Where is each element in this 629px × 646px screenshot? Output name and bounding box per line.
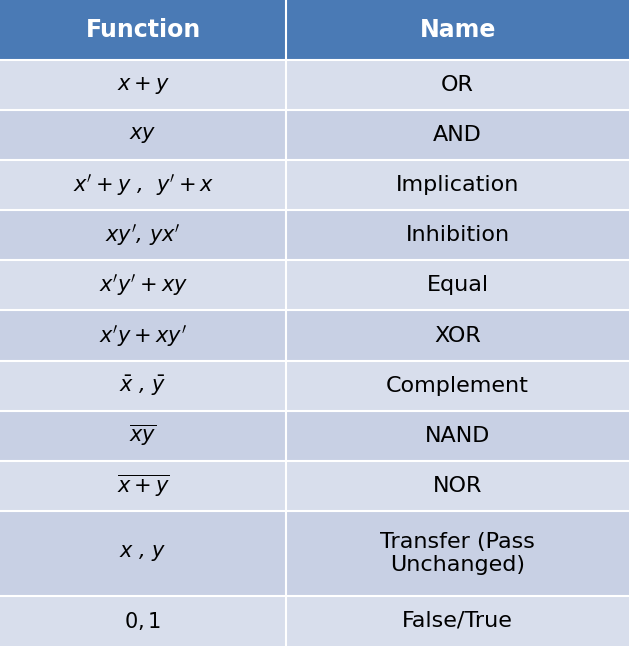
Bar [0, 360, 286, 411]
Bar [0, 311, 286, 360]
Text: Transfer (Pass
Unchanged): Transfer (Pass Unchanged) [380, 532, 535, 575]
Text: $xy'$, $yx'$: $xy'$, $yx'$ [105, 222, 181, 248]
Text: Inhibition: Inhibition [406, 225, 509, 245]
Bar [0, 596, 286, 646]
Bar [0, 411, 286, 461]
Text: $x$ , $y$: $x$ , $y$ [120, 543, 167, 563]
Text: XOR: XOR [434, 326, 481, 346]
Bar [0, 211, 286, 260]
Text: Equal: Equal [426, 275, 489, 295]
Text: $x'y' + xy$: $x'y' + xy$ [99, 273, 187, 298]
Text: $0, 1$: $0, 1$ [125, 610, 162, 632]
Text: Complement: Complement [386, 375, 529, 395]
Bar [286, 160, 629, 211]
Text: NAND: NAND [425, 426, 490, 446]
Bar [0, 260, 286, 311]
Bar [0, 60, 286, 110]
Text: Implication: Implication [396, 175, 520, 195]
Bar [0, 160, 286, 211]
Bar [286, 461, 629, 511]
Text: AND: AND [433, 125, 482, 145]
Bar [286, 311, 629, 360]
Text: $\bar{x}$ , $\bar{y}$: $\bar{x}$ , $\bar{y}$ [120, 373, 167, 398]
Bar [286, 211, 629, 260]
Bar [286, 110, 629, 160]
Bar [0, 461, 286, 511]
Text: $x' + y$ ,  $y' + x$: $x' + y$ , $y' + x$ [72, 172, 214, 198]
Text: Name: Name [420, 18, 496, 42]
Text: $xy$: $xy$ [130, 125, 157, 145]
Bar [0, 0, 286, 60]
Bar [286, 511, 629, 596]
Bar [286, 0, 629, 60]
Text: $\overline{x + y}$: $\overline{x + y}$ [116, 472, 170, 499]
Text: $\overline{xy}$: $\overline{xy}$ [130, 423, 157, 448]
Text: $x + y$: $x + y$ [116, 75, 170, 96]
Bar [286, 596, 629, 646]
Text: $x'y + xy'$: $x'y + xy'$ [99, 322, 187, 349]
Bar [286, 260, 629, 311]
Text: False/True: False/True [402, 611, 513, 631]
Bar [286, 60, 629, 110]
Text: Function: Function [86, 18, 201, 42]
Bar [286, 360, 629, 411]
Bar [0, 511, 286, 596]
Text: OR: OR [441, 75, 474, 95]
Bar [286, 411, 629, 461]
Bar [0, 110, 286, 160]
Text: NOR: NOR [433, 475, 482, 495]
